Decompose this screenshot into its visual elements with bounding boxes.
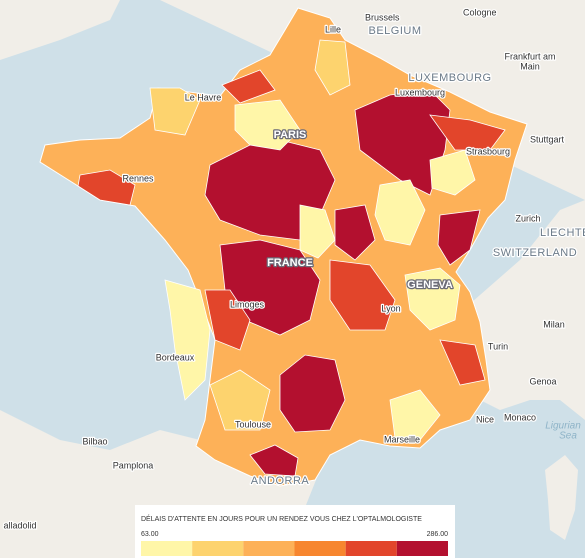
region bbox=[439, 339, 486, 386]
region bbox=[221, 69, 276, 104]
legend: DÉLAIS D'ATTENTE EN JOURS POUR UN RENDEZ… bbox=[135, 505, 455, 558]
region bbox=[204, 289, 251, 351]
region bbox=[429, 149, 476, 196]
place-label: Pamplona bbox=[113, 460, 154, 470]
region bbox=[314, 39, 351, 96]
place-label: Lille bbox=[325, 24, 341, 34]
place-label: Main bbox=[520, 61, 540, 71]
region bbox=[404, 267, 461, 331]
place-label: Strasbourg bbox=[466, 146, 510, 156]
place-label: Brussels bbox=[365, 12, 400, 22]
place-label: Lyon bbox=[381, 303, 400, 313]
place-label: LIECHTE bbox=[540, 227, 585, 239]
region bbox=[429, 114, 506, 151]
region bbox=[77, 169, 136, 206]
legend-min: 63.00 bbox=[141, 531, 159, 538]
region bbox=[279, 354, 346, 433]
place-label: Le Havre bbox=[185, 92, 222, 102]
place-label: Genoa bbox=[529, 376, 556, 386]
region bbox=[164, 279, 211, 401]
region bbox=[209, 369, 271, 431]
place-label: Toulouse bbox=[235, 419, 271, 429]
region bbox=[149, 87, 201, 136]
region bbox=[374, 179, 426, 246]
place-label: Bordeaux bbox=[156, 352, 195, 362]
place-label: Stuttgart bbox=[530, 134, 565, 144]
place-label: Ligurian bbox=[545, 421, 581, 432]
region bbox=[249, 444, 299, 477]
region bbox=[234, 99, 301, 151]
place-label: Sea bbox=[559, 431, 577, 442]
place-label: Cologne bbox=[463, 7, 497, 17]
legend-swatch bbox=[192, 541, 244, 556]
place-label: LUXEMBOURG bbox=[408, 72, 491, 84]
place-label: Luxembourg bbox=[395, 87, 445, 97]
place-label: ANDORRA bbox=[251, 475, 310, 487]
place-label: SWITZERLAND bbox=[493, 247, 577, 259]
place-label: Milan bbox=[543, 319, 565, 329]
place-label: PARIS bbox=[274, 129, 307, 141]
region bbox=[437, 209, 481, 266]
place-label: alladolid bbox=[3, 520, 36, 530]
place-label: Nice bbox=[476, 414, 494, 424]
legend-max: 286.00 bbox=[427, 531, 449, 538]
legend-swatch bbox=[345, 541, 397, 556]
legend-title: DÉLAIS D'ATTENTE EN JOURS POUR UN RENDEZ… bbox=[141, 514, 422, 523]
legend-swatch bbox=[243, 541, 295, 556]
place-label: Monaco bbox=[504, 412, 536, 422]
place-label: Marseille bbox=[384, 434, 420, 444]
legend-swatch bbox=[396, 541, 448, 556]
region bbox=[389, 389, 441, 441]
legend-swatch bbox=[141, 541, 193, 556]
region bbox=[299, 204, 336, 259]
departments bbox=[77, 39, 506, 477]
legend-swatch bbox=[294, 541, 346, 556]
corsica bbox=[545, 455, 578, 540]
place-label: Limoges bbox=[230, 299, 265, 309]
place-label: Turin bbox=[488, 341, 508, 351]
place-label: FRANCE bbox=[267, 257, 313, 269]
place-label: Bilbao bbox=[82, 436, 107, 446]
place-label: GENEVA bbox=[407, 279, 453, 291]
place-label: Rennes bbox=[122, 173, 154, 183]
place-label: Zurich bbox=[515, 213, 540, 223]
region bbox=[329, 259, 396, 331]
place-label: BELGIUM bbox=[368, 25, 421, 37]
place-label: Frankfurt am bbox=[504, 51, 555, 61]
